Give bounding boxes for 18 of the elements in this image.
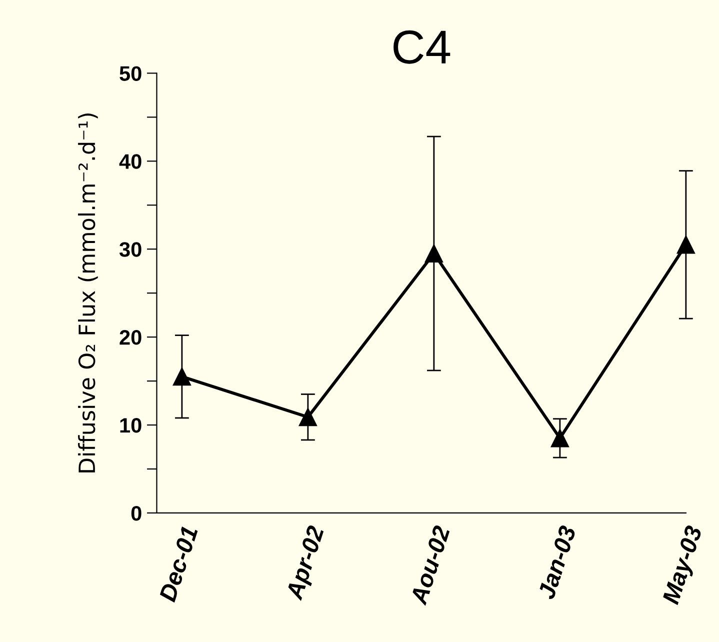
x-tick-label: Aou-02 [410,524,450,606]
y-tick-label: 0 [131,506,142,521]
y-tick-label: 20 [120,330,142,345]
x-tick-label: Jan-03 [537,524,576,600]
point [172,368,191,386]
y-axis-title: Diffusive O₂ Flux (mmol.m⁻².d⁻¹) [78,114,98,472]
x-tick-label: May-03 [662,524,707,607]
y-tick-label: 40 [119,154,142,169]
point [298,408,317,426]
x-tick-label: Dec-01 [158,525,198,603]
y-tick-label: 10 [120,418,142,433]
point [424,244,443,263]
y-tick-label: 30 [119,242,142,257]
point [676,236,695,254]
point [550,429,569,448]
y-tick-label: 50 [120,66,142,81]
x-tick-label: Apr-02 [285,524,329,602]
chart-title: C4 [394,30,450,64]
